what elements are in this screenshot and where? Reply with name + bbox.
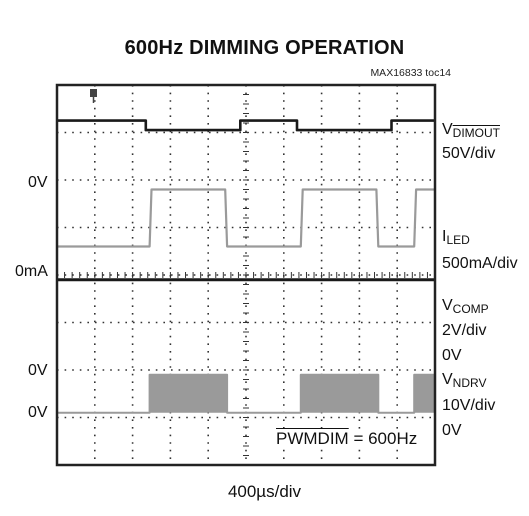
ndrv-switching-burst: [414, 374, 435, 413]
iled-ground-label: 0mA: [15, 263, 48, 280]
pwm-frequency-annotation: PWMDIM = 600Hz: [272, 429, 422, 449]
vcomp-label: VCOMP: [442, 297, 489, 316]
trace-vdimout: [57, 119, 435, 132]
trigger-marker-icon: [90, 89, 97, 103]
iled-scale: 500mA/div: [442, 255, 518, 272]
vcomp-subscript: COMP: [452, 302, 489, 316]
iled-subscript: LED: [446, 233, 470, 247]
chart-title: 600Hz DIMMING OPERATION: [124, 37, 405, 59]
vcomp-ground: 0V: [442, 347, 462, 364]
iled-label: ILED: [442, 228, 470, 247]
vndrv-scale: 10V/div: [442, 397, 496, 414]
comp-ground-label: 0V: [28, 362, 48, 379]
vdimout-symbol: V: [442, 121, 453, 138]
figure-reference: MAX16833 toc14: [370, 67, 451, 79]
pwmdim-frequency: = 600Hz: [353, 429, 418, 448]
plot-frame: [55, 83, 437, 467]
trace-iled: [57, 188, 435, 248]
ndrv-switching-burst: [300, 374, 379, 413]
vcomp-symbol: V: [442, 297, 453, 314]
scope-grid: [56, 84, 436, 466]
vndrv-symbol: V: [442, 371, 453, 388]
ndrv-switching-burst: [149, 374, 228, 413]
vndrv-label: VNDRV: [442, 371, 487, 390]
dimout-ground-label: 0V: [28, 174, 48, 191]
iled-symbol: I: [442, 228, 447, 245]
vdimout-scale: 50V/div: [442, 145, 496, 162]
ndrv-ground-label: 0V: [28, 404, 48, 421]
pwmdim-signal: PWMDIM: [276, 429, 349, 448]
vdimout-label: VDIMOUT: [442, 121, 500, 140]
trace-vndrv: [57, 373, 435, 414]
vndrv-subscript: NDRV: [452, 376, 487, 390]
time-scale-label: 400µs/div: [227, 482, 302, 501]
scope-traces: [57, 119, 435, 414]
vndrv-ground: 0V: [442, 422, 462, 439]
vcomp-scale: 2V/div: [442, 322, 487, 339]
vdimout-subscript: DIMOUT: [452, 126, 500, 140]
